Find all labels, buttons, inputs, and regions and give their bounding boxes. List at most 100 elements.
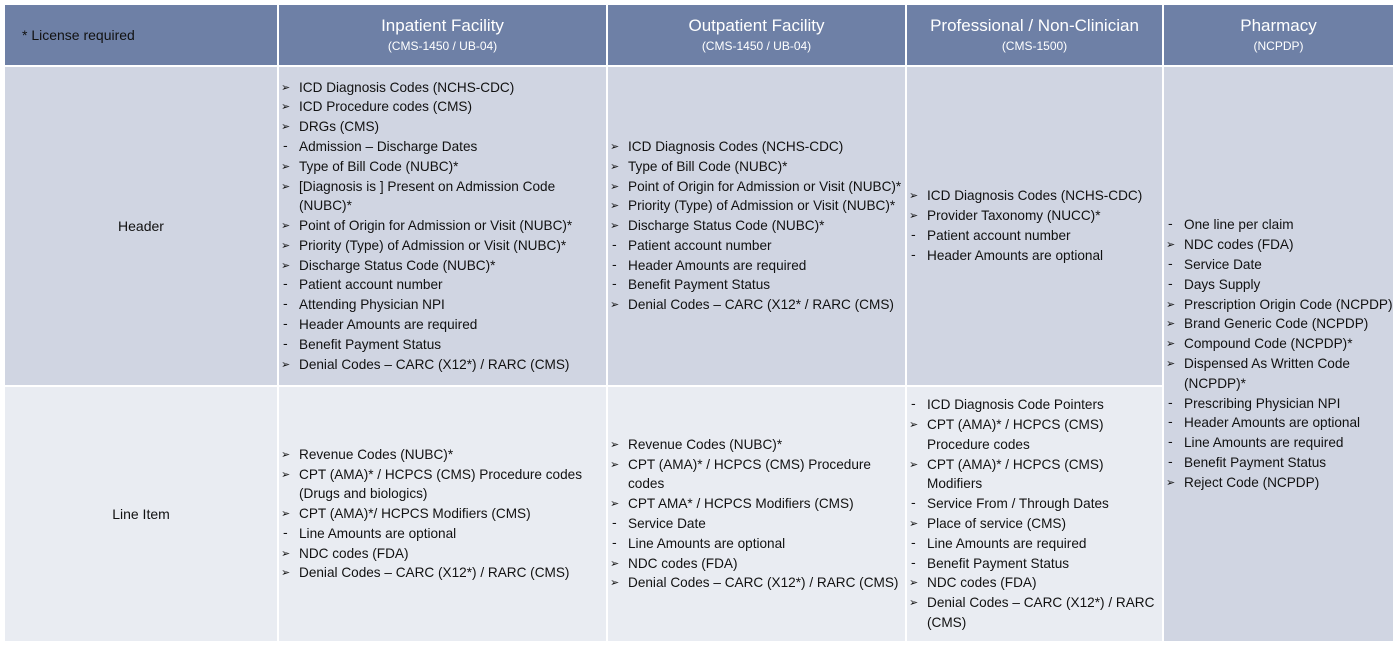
column-header-professional: Professional / Non-Clinician (CMS-1500): [907, 5, 1162, 65]
column-title: Pharmacy: [1240, 16, 1317, 35]
list-item-text: NDC codes (FDA): [1184, 237, 1294, 253]
list-item: ➢ NDC codes (FDA): [610, 554, 905, 574]
list-item-text: CPT (AMA)* / HCPCS (CMS) Procedure codes…: [299, 466, 583, 502]
dash-bullet-icon: -: [1168, 276, 1173, 292]
list-item-text: Point of Origin for Admission or Visit (…: [628, 178, 902, 194]
arrow-bullet-icon: ➢: [909, 457, 919, 471]
list-item: - Header Amounts are required: [610, 256, 905, 276]
arrow-bullet-icon: ➢: [281, 507, 291, 521]
list-item-text: Service Date: [628, 516, 706, 531]
list-item: ➢ Discharge Status Code (NUBC)*: [610, 216, 905, 236]
list-item: ➢ ICD Diagnosis Codes (NCHS-CDC): [610, 137, 905, 157]
list-item: - Line Amounts are required: [1166, 433, 1393, 453]
list-item: - ICD Diagnosis Code Pointers: [909, 395, 1162, 415]
cell-header-inpatient: ➢ ICD Diagnosis Codes (NCHS-CDC) ➢ ICD Proc…: [279, 67, 606, 385]
list-item: - Line Amounts are optional: [610, 534, 905, 554]
list-item: ➢ Denial Codes – CARC (X12*) / RARC (CMS): [909, 593, 1162, 633]
license-note-text: * License required: [22, 27, 135, 43]
list-item-text: Header Amounts are optional: [927, 247, 1104, 263]
dash-bullet-icon: -: [1168, 415, 1173, 431]
list-item: ➢ NDC codes (FDA): [1166, 235, 1393, 255]
arrow-bullet-icon: ➢: [610, 457, 620, 471]
arrow-bullet-icon: ➢: [1166, 337, 1176, 351]
cell-line-inpatient: ➢ Revenue Codes (NUBC)* ➢ CPT (AMA)* / HCPC…: [279, 387, 606, 641]
dash-bullet-icon: -: [283, 297, 288, 313]
list-item-text: Prescribing Physician NPI: [1184, 395, 1341, 411]
column-header-pharmacy: Pharmacy (NCPDP): [1164, 5, 1393, 65]
arrow-bullet-icon: ➢: [909, 418, 919, 432]
list-item-text: Header Amounts are required: [299, 317, 478, 333]
column-title: Professional / Non-Clinician: [930, 16, 1139, 35]
list-item-text: ICD Diagnosis Codes (NCHS-CDC): [927, 188, 1143, 204]
list-item: ➢ Compound Code (NCPDP)*: [1166, 334, 1393, 354]
list-item-text: Reject Code (NCPDP): [1184, 474, 1320, 490]
column-title: Outpatient Facility: [688, 16, 825, 35]
list-item: ➢ Reject Code (NCPDP): [1166, 473, 1393, 493]
list-item: ➢ CPT AMA* / HCPCS Modifiers (CMS): [610, 494, 905, 514]
list-item: ➢ Place of service (CMS): [909, 514, 1162, 534]
arrow-bullet-icon: ➢: [281, 467, 291, 481]
list-item-text: Denial Codes – CARC (X12*) / RARC (CMS): [628, 575, 899, 591]
arrow-bullet-icon: ➢: [909, 189, 919, 203]
list-item-text: Patient account number: [299, 277, 443, 293]
list-item: ➢ CPT (AMA)* / HCPCS (CMS) Procedure code…: [909, 415, 1162, 455]
arrow-bullet-icon: ➢: [281, 80, 291, 94]
list-item-text: Place of service (CMS): [927, 516, 1066, 531]
list-item-text: Patient account number: [927, 228, 1071, 243]
list-item: ➢ Revenue Codes (NUBC)*: [610, 435, 905, 455]
list-item: ➢ Point of Origin for Admission or Visit …: [281, 216, 606, 236]
arrow-bullet-icon: ➢: [1166, 238, 1176, 252]
list-item: - Header Amounts are optional: [909, 246, 1162, 266]
list-item: - Attending Physician NPI: [281, 295, 606, 315]
list-item-text: Days Supply: [1184, 276, 1261, 292]
dash-bullet-icon: -: [911, 535, 916, 551]
arrow-bullet-icon: ➢: [610, 556, 620, 570]
arrow-bullet-icon: ➢: [610, 437, 620, 451]
list-item-text: Service From / Through Dates: [927, 496, 1109, 512]
list-item-text: NDC codes (FDA): [628, 555, 738, 571]
dash-bullet-icon: -: [612, 237, 617, 253]
arrow-bullet-icon: ➢: [610, 159, 620, 173]
list-item: - Patient account number: [281, 275, 606, 295]
list-item: ➢ Discharge Status Code (NUBC)*: [281, 256, 606, 276]
column-header-outpatient: Outpatient Facility (CMS-1450 / UB-04): [608, 5, 905, 65]
list-item: ➢ Denial Codes – CARC (X12*) / RARC (CMS): [281, 563, 606, 583]
arrow-bullet-icon: ➢: [610, 298, 620, 312]
column-subtitle: (NCPDP): [1253, 39, 1304, 53]
list-item: - Patient account number: [909, 226, 1162, 246]
list-item: - Service Date: [1166, 255, 1393, 275]
list-item-text: [Diagnosis is ] Present on Admission Cod…: [299, 178, 556, 214]
list-item: ➢ DRGs (CMS): [281, 117, 606, 137]
cell-line-outpatient: ➢ Revenue Codes (NUBC)* ➢ CPT (AMA)* / HCPC…: [608, 387, 905, 641]
list-item: - Line Amounts are optional: [281, 524, 606, 544]
list-item: ➢ Dispensed As Written Code (NCPDP)*: [1166, 354, 1393, 394]
arrow-bullet-icon: ➢: [1166, 357, 1176, 370]
arrow-bullet-icon: ➢: [281, 447, 291, 461]
list-item: - Service Date: [610, 514, 905, 534]
list-item: ➢ Type of Bill Code (NUBC)*: [281, 157, 606, 177]
cell-header-professional: ➢ ICD Diagnosis Codes (NCHS-CDC) ➢ Provider…: [907, 67, 1162, 385]
arrow-bullet-icon: ➢: [909, 576, 919, 590]
list-item: ➢ Provider Taxonomy (NUCC)*: [909, 206, 1162, 226]
list-item-text: Header Amounts are optional: [1184, 415, 1361, 431]
list-item-text: Patient account number: [628, 237, 772, 253]
list-item-text: Line Amounts are optional: [628, 535, 786, 551]
dash-bullet-icon: -: [283, 317, 288, 333]
dash-bullet-icon: -: [911, 247, 916, 263]
list-item: ➢ Denial Codes – CARC (X12*) / RARC (CMS): [610, 573, 905, 593]
arrow-bullet-icon: ➢: [281, 159, 291, 173]
list-item: - Patient account number: [610, 236, 905, 256]
list-item-text: ICD Diagnosis Codes (NCHS-CDC): [628, 138, 844, 154]
list-item: ➢ CPT (AMA)* / HCPCS (CMS) Procedure code…: [281, 465, 606, 505]
list-item-text: NDC codes (FDA): [299, 545, 409, 561]
row-label-header: Header: [5, 67, 277, 385]
list-item: - Benefit Payment Status: [1166, 453, 1393, 473]
list-item-text: Type of Bill Code (NUBC)*: [628, 158, 788, 174]
list-item-text: Denial Codes – CARC (X12*) / RARC (CMS): [299, 565, 570, 581]
list-item: ➢ NDC codes (FDA): [909, 573, 1162, 593]
arrow-bullet-icon: ➢: [1166, 475, 1176, 489]
list-item-text: Benefit Payment Status: [299, 336, 442, 352]
arrow-bullet-icon: ➢: [610, 497, 620, 511]
dash-bullet-icon: -: [911, 397, 916, 413]
column-subtitle: (CMS-1500): [1001, 39, 1068, 53]
